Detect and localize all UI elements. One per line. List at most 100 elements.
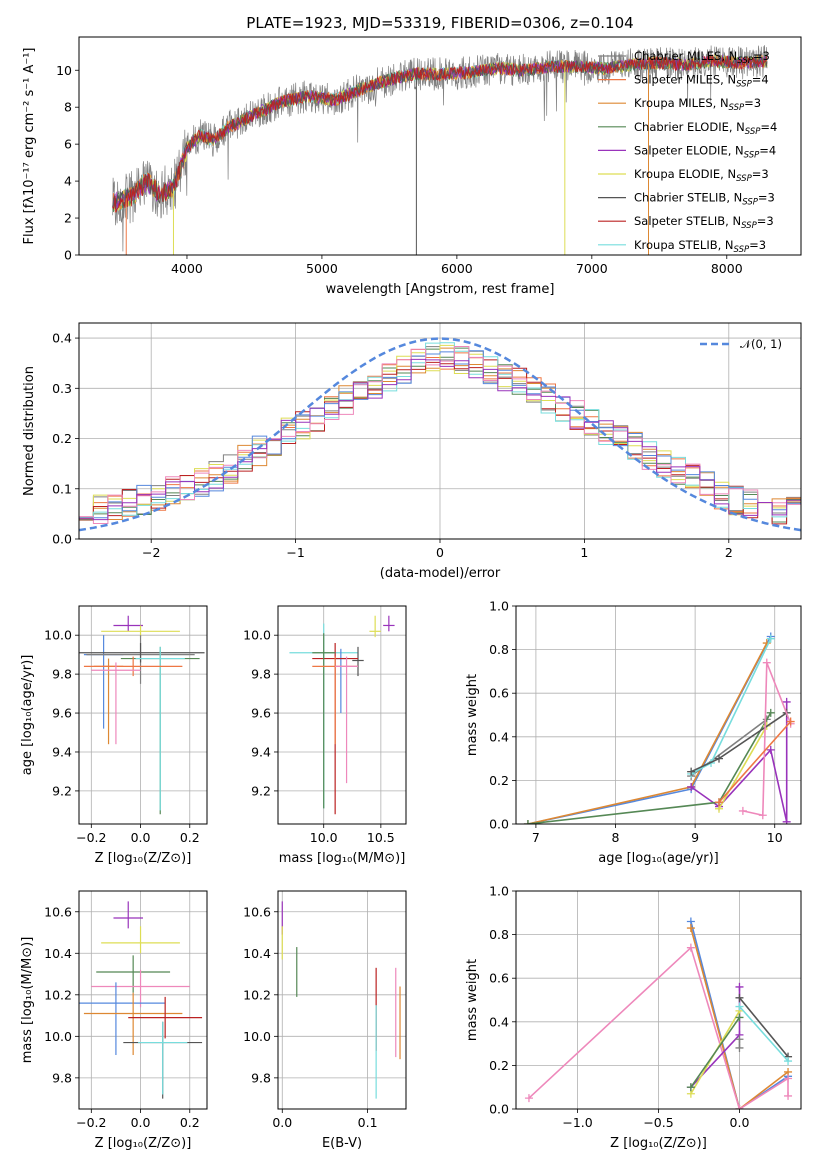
legend-count: =3 [753, 49, 770, 63]
x-tick-label: 0.1 [358, 1115, 378, 1130]
x-tick-label: 1 [580, 545, 588, 560]
y-tick-label: 9.2 [251, 783, 271, 798]
x-tick-label: 0.0 [131, 1115, 151, 1130]
x-axis-label: Z [log₁₀(Z/Z⊙)] [610, 1136, 707, 1151]
mass-vs-Z-frame [78, 890, 208, 1110]
x-tick-label: 4000 [171, 261, 203, 276]
y-tick-label: 10.6 [243, 904, 271, 919]
legend-subscript: SSP [734, 245, 750, 255]
legend-subscript: SSP [737, 56, 753, 66]
legend-entry: Kroupa ELODIE, NSSP=3 [634, 167, 769, 184]
x-tick-label: 10.0 [310, 830, 338, 845]
legend-name: Kroupa ELODIE, N [634, 167, 736, 181]
legend-count: =3 [752, 167, 769, 181]
residuals-frame [78, 322, 802, 540]
y-axis-label: mass weight [465, 674, 480, 756]
error-bar-point [312, 656, 358, 745]
y-axis-label: mass weight [465, 959, 480, 1041]
age-vs-mass-frame [277, 605, 407, 825]
x-axis-label: E(B-V) [322, 1136, 362, 1151]
y-tick-label: 10.0 [243, 1029, 271, 1044]
plus-marker [715, 798, 724, 807]
y-tick-label: 0.6 [489, 686, 509, 701]
legend-subscript: SSP [745, 127, 761, 137]
error-bar-point [138, 1021, 188, 1095]
error-bar-point [335, 656, 358, 784]
spectrum-series-line [112, 54, 768, 213]
error-bar-point [101, 926, 180, 954]
y-tick-label: 0.0 [489, 1102, 509, 1117]
legend-entry: Kroupa STELIB, NSSP=3 [634, 238, 766, 255]
y-tick-label: 9.6 [52, 706, 72, 721]
legend-entry: Salpeter ELODIE, NSSP=4 [634, 143, 776, 160]
x-tick-label: 2 [725, 545, 733, 560]
plus-marker [735, 982, 744, 991]
y-tick-label: 4 [64, 174, 72, 189]
error-bar-point [369, 615, 381, 638]
y-tick-label: 9.8 [52, 1070, 72, 1085]
legend-name: Chabrier ELODIE, N [634, 120, 745, 134]
error-bar-point [96, 955, 171, 993]
y-tick-label: 0.8 [489, 642, 509, 657]
legend-name: Kroupa STELIB, N [634, 238, 734, 252]
y-tick-label: 10.4 [243, 946, 271, 961]
weight-vs-age-lines [523, 632, 795, 824]
y-tick-label: 9.8 [251, 1070, 271, 1085]
weight-series-line [738, 997, 789, 1058]
x-tick-label: 10.5 [367, 830, 395, 845]
legend-entry: 𝒩(0, 1) [740, 337, 782, 351]
weight-series-line [690, 921, 789, 1109]
plus-marker [735, 993, 744, 1002]
y-tick-label: 0.2 [489, 773, 509, 788]
weight-series-line [718, 720, 792, 803]
residuals-legend: 𝒩(0, 1) [700, 337, 782, 351]
y-tick-label: 10.0 [44, 628, 72, 643]
y-tick-label: 0.4 [52, 331, 72, 346]
error-bar-point [83, 635, 124, 729]
mass-vs-ebv-points [281, 901, 401, 1099]
weight-vs-age-axes: 7 8 9 10 0.0 0.2 0.4 0.6 0.8 1.0 age [log₁₀(age/yr… [465, 599, 801, 866]
plus-marker [782, 697, 791, 706]
legend-count: =4 [759, 143, 776, 157]
x-tick-label: 9 [691, 830, 699, 845]
legend-entry: Salpeter STELIB, NSSP=3 [634, 214, 774, 231]
x-tick-label: −1.0 [562, 1115, 592, 1130]
x-tick-label: −0.2 [76, 1115, 106, 1130]
y-tick-label: 10.2 [243, 987, 271, 1002]
error-bar-point [352, 646, 364, 677]
error-bar-point [113, 615, 143, 632]
error-bar-point [312, 633, 336, 809]
legend-name: Salpeter MILES, N [634, 73, 736, 87]
y-axis-label: Flux [fλ10⁻¹⁷ erg cm⁻² s⁻¹ A⁻¹] [22, 48, 37, 245]
y-tick-label: 0.4 [489, 729, 509, 744]
legend-subscript: SSP [736, 80, 752, 90]
weight-vs-Z-lines [524, 917, 793, 1109]
x-tick-label: −1 [286, 545, 304, 560]
x-tick-label: 0.0 [272, 1115, 292, 1130]
legend-entry: Chabrier STELIB, NSSP=3 [634, 191, 775, 208]
weight-series-line [528, 946, 789, 1109]
x-tick-label: 6000 [441, 261, 473, 276]
legend-count: =3 [757, 214, 774, 228]
y-tick-label: 1.0 [489, 599, 509, 614]
x-tick-label: 0.2 [180, 1115, 200, 1130]
y-tick-label: 8 [64, 100, 72, 115]
x-tick-label: 8 [612, 830, 620, 845]
age-vs-Z-points [79, 615, 205, 815]
legend-name: Salpeter STELIB, N [634, 214, 741, 228]
legend-entry: Chabrier MILES, NSSP=3 [634, 49, 770, 66]
x-axis-label: mass [log₁₀(M/M⊙)] [279, 851, 406, 866]
plus-marker [523, 820, 532, 824]
y-axis-label: mass [log₁₀(M/M⊙)] [20, 937, 35, 1064]
weight-series-line [690, 986, 741, 1088]
y-tick-label: 10.2 [44, 987, 72, 1002]
mass-vs-ebv-axes: 0.0 0.1 9.8 10.0 10.2 10.4 10.6 E(B-V) [243, 891, 406, 1151]
y-tick-label: 0.0 [52, 532, 72, 547]
age-vs-mass-points [289, 615, 395, 815]
x-tick-label: −2 [142, 545, 160, 560]
plus-marker [762, 658, 771, 667]
plus-marker [738, 806, 747, 815]
y-tick-label: 10.4 [44, 946, 72, 961]
